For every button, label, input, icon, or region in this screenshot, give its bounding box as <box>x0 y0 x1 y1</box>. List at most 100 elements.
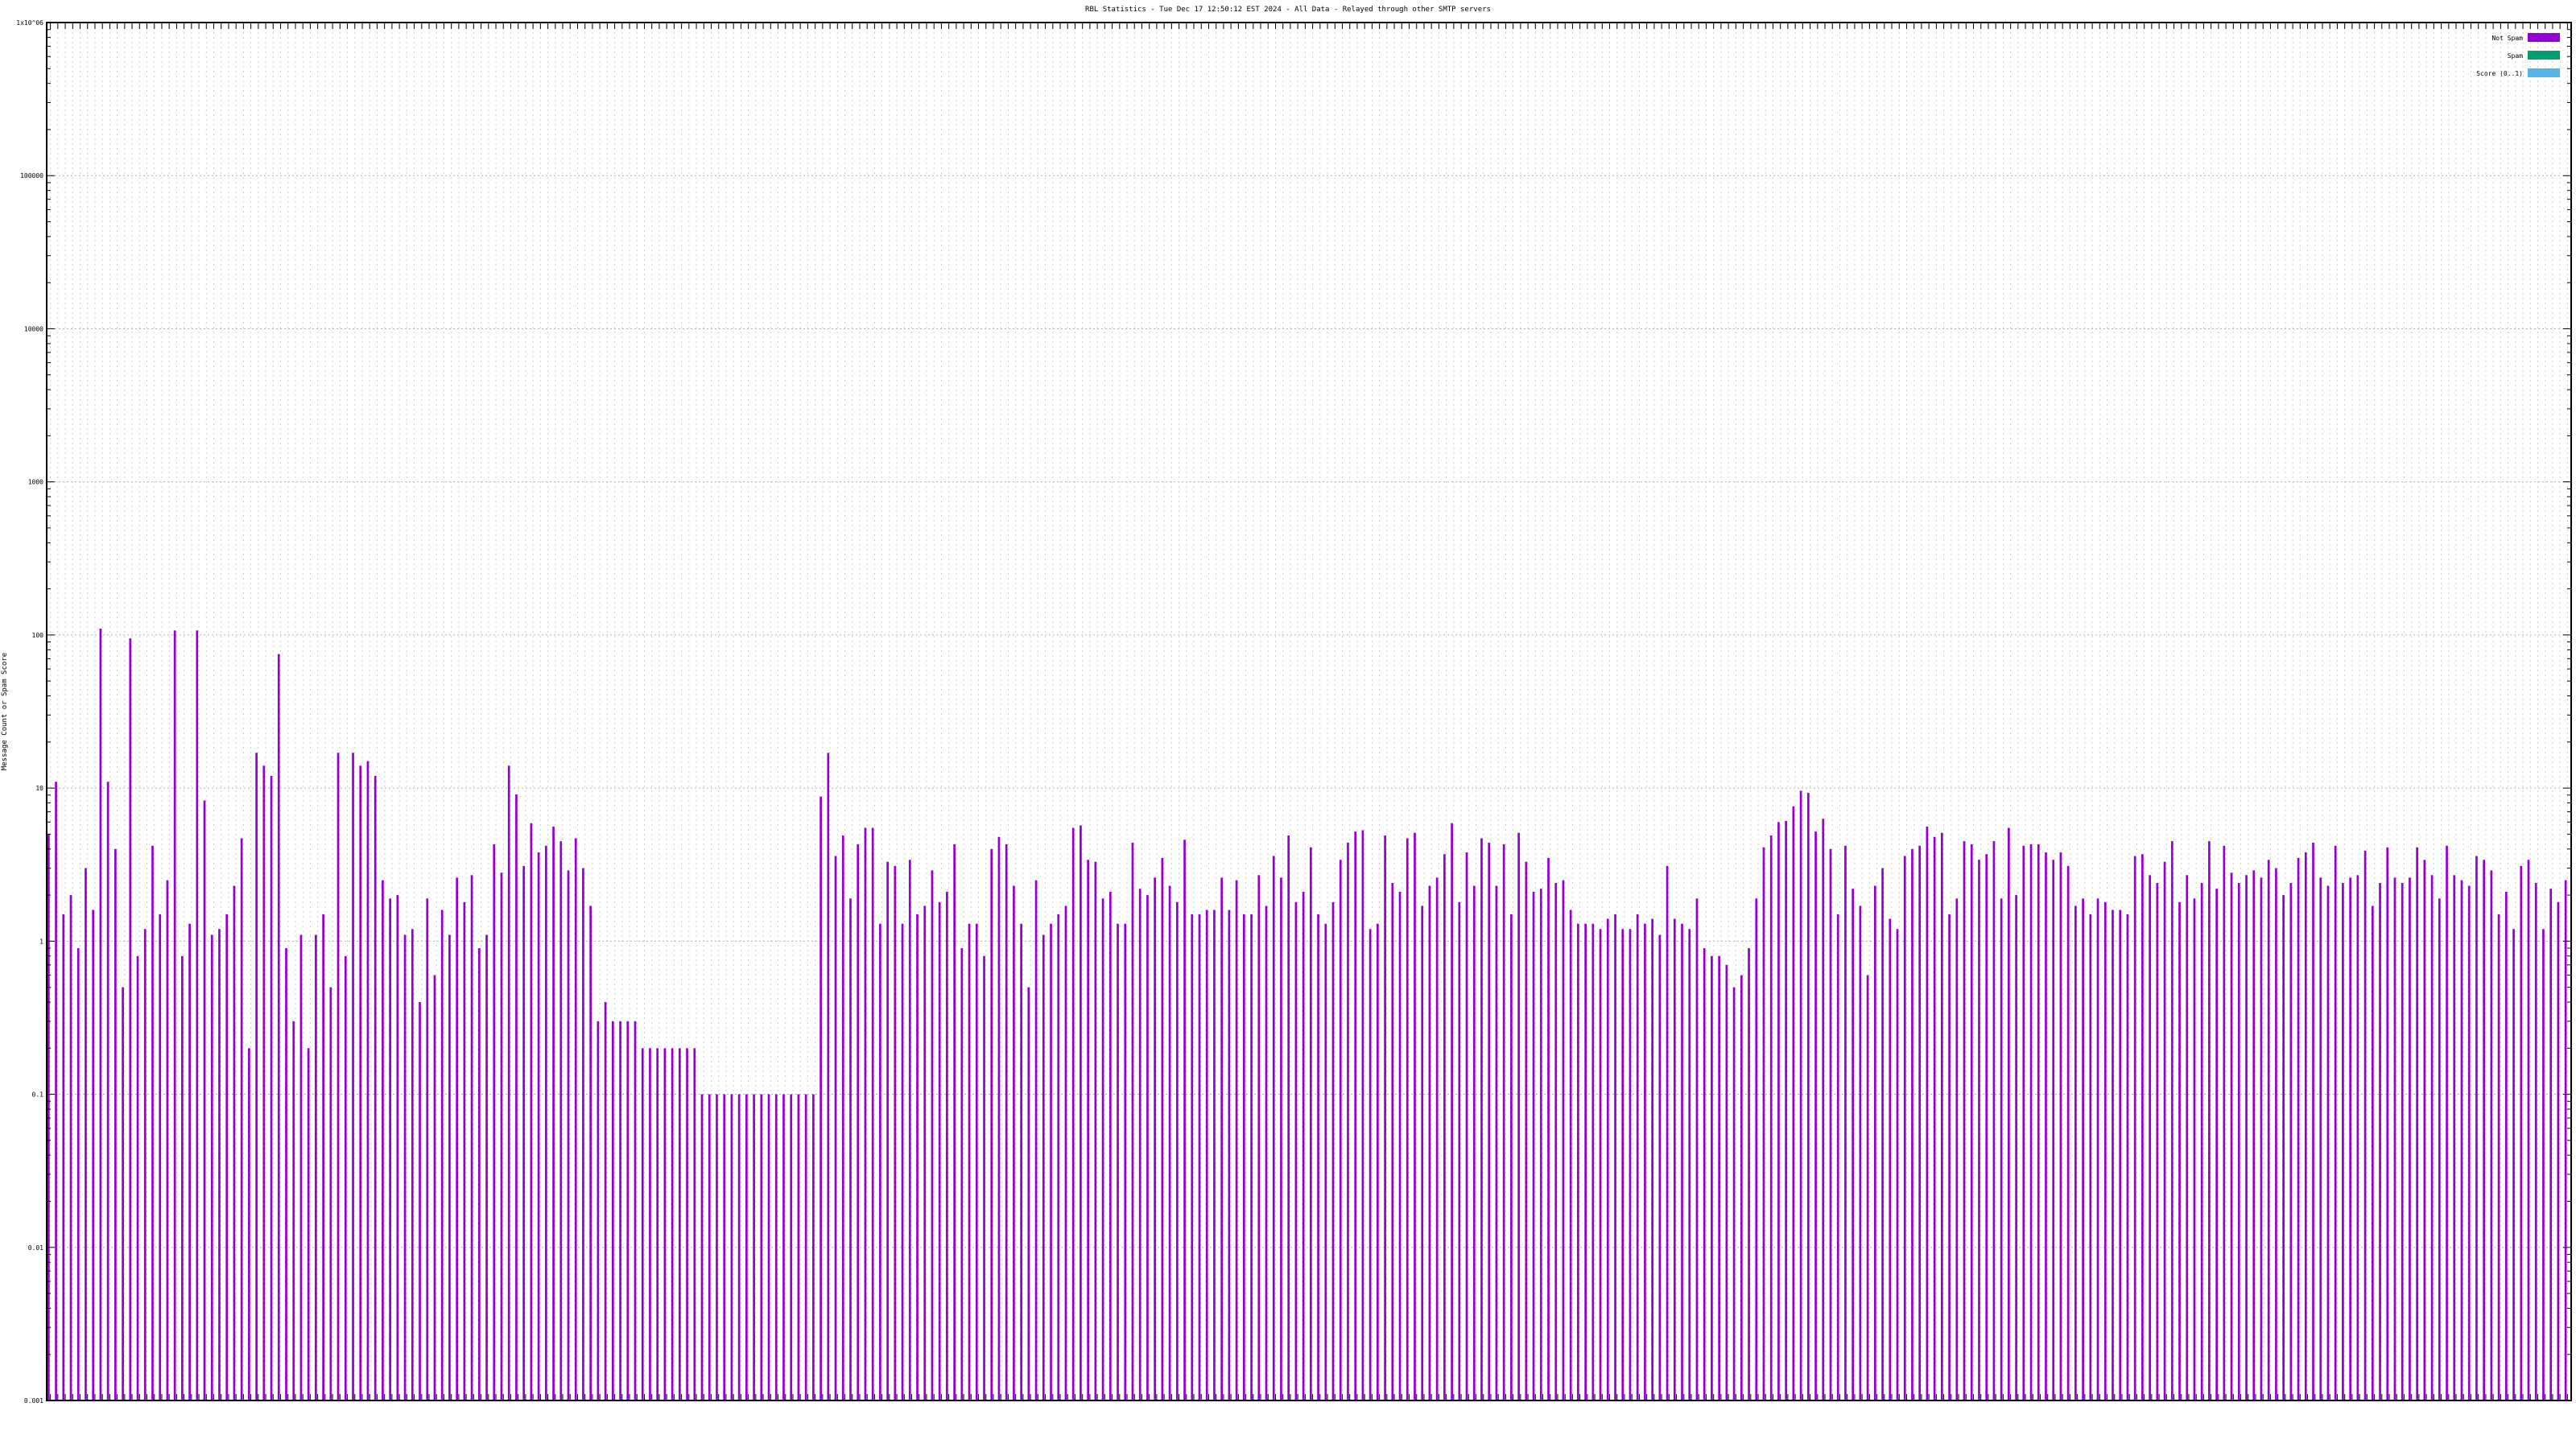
bar-not-spam <box>136 955 139 1400</box>
bar-not-spam <box>1873 885 1876 1400</box>
bar-not-spam <box>1488 842 1491 1400</box>
bar-not-spam <box>1124 923 1127 1400</box>
bar-not-spam <box>886 861 889 1400</box>
bar-not-spam <box>2534 883 2537 1400</box>
bar-not-spam <box>1688 929 1691 1400</box>
bar-not-spam <box>315 934 317 1400</box>
bar-not-spam <box>2401 883 2404 1400</box>
bar-not-spam <box>1963 841 1966 1400</box>
bar-not-spam <box>2223 845 2226 1400</box>
bar-not-spam <box>2363 850 2367 1400</box>
bar-not-spam <box>1718 955 1721 1400</box>
bar-not-spam <box>2215 889 2218 1400</box>
bar-not-spam <box>1777 822 1780 1400</box>
bar-not-spam <box>411 929 414 1400</box>
bar-not-spam <box>515 794 518 1400</box>
bar-not-spam <box>440 910 444 1400</box>
bar-not-spam <box>1101 898 1104 1400</box>
bar-not-spam <box>1198 914 1201 1400</box>
bar-not-spam <box>1836 914 1839 1400</box>
bar-not-spam <box>366 761 369 1400</box>
bar-not-spam <box>114 848 117 1400</box>
bar-not-spam <box>47 834 50 1400</box>
bar-not-spam <box>1651 918 1653 1400</box>
y-tick-label: 1000 <box>28 479 43 486</box>
bars <box>47 629 2567 1400</box>
bar-not-spam <box>2475 856 2478 1400</box>
y-axis-label: Message Count or Spam Score <box>1 653 9 770</box>
bar-not-spam <box>686 1048 688 1400</box>
bar-not-spam <box>2156 883 2159 1400</box>
y-tick-label: 100000 <box>20 172 43 179</box>
bar-not-spam <box>1822 819 1825 1400</box>
bar-not-spam <box>2237 883 2240 1400</box>
bar-not-spam <box>597 1021 600 1400</box>
bar-not-spam <box>1250 914 1253 1400</box>
bar-not-spam <box>1881 868 1884 1400</box>
bar-not-spam <box>1755 898 1758 1400</box>
bar-not-spam <box>522 865 526 1400</box>
bar-not-spam <box>997 836 1001 1400</box>
bar-not-spam <box>834 856 837 1400</box>
bar-not-spam <box>1889 918 1892 1400</box>
bar-not-spam <box>1324 923 1327 1400</box>
bar-not-spam <box>1532 892 1535 1400</box>
bar-not-spam <box>1391 883 1394 1400</box>
y-tick-label: 1x10^06 <box>16 19 43 27</box>
bar-not-spam <box>2467 885 2471 1400</box>
bar-not-spam <box>1577 923 1579 1400</box>
bar-not-spam <box>544 845 547 1400</box>
bar-not-spam <box>864 827 867 1400</box>
bar-not-spam <box>1547 857 1550 1400</box>
bar-not-spam <box>2163 861 2166 1400</box>
legend-swatch <box>2528 68 2560 77</box>
bar-not-spam <box>1985 854 1988 1400</box>
bar-not-spam <box>1621 929 1624 1400</box>
bar-not-spam <box>2490 870 2493 1400</box>
bar-not-spam <box>908 860 911 1400</box>
bar-not-spam <box>1992 841 1996 1400</box>
bar-not-spam <box>1398 892 1402 1400</box>
bar-not-spam <box>1769 835 1773 1400</box>
bar-not-spam <box>2282 895 2285 1400</box>
bar-not-spam <box>1584 923 1587 1400</box>
bar-not-spam <box>1480 838 1483 1400</box>
bar-not-spam <box>181 955 184 1400</box>
bar-not-spam <box>270 776 273 1400</box>
bar-not-spam <box>159 914 162 1400</box>
bar-not-spam <box>1859 905 1862 1400</box>
bar-not-spam <box>2200 883 2203 1400</box>
bar-not-spam <box>188 923 191 1400</box>
bar-not-spam <box>1005 844 1008 1400</box>
bar-not-spam <box>210 934 213 1400</box>
bar-not-spam <box>983 955 985 1400</box>
bar-not-spam <box>2564 880 2567 1400</box>
bar-not-spam <box>2319 877 2322 1400</box>
bar-not-spam <box>2275 868 2277 1400</box>
bar-not-spam <box>1213 910 1216 1400</box>
bar-not-spam <box>1732 987 1736 1400</box>
legend-label: Spam <box>2508 52 2523 60</box>
bar-not-spam <box>849 898 852 1400</box>
bar-not-spam <box>1666 865 1669 1400</box>
bar-not-spam <box>203 800 206 1400</box>
bar-not-spam <box>485 934 488 1400</box>
bar-not-spam <box>827 753 830 1400</box>
bar-not-spam <box>92 910 95 1400</box>
bar-not-spam <box>649 1048 651 1400</box>
bar-not-spam <box>2096 898 2099 1400</box>
bar-not-spam <box>656 1048 659 1400</box>
bar-not-spam <box>285 948 287 1400</box>
bar-not-spam <box>2082 898 2084 1400</box>
bar-not-spam <box>1220 877 1224 1400</box>
bar-not-spam <box>2022 845 2025 1400</box>
bar-not-spam <box>671 1048 674 1400</box>
bar-not-spam <box>1844 845 1847 1400</box>
bar-not-spam <box>1458 901 1461 1400</box>
bar-not-spam <box>1034 880 1038 1400</box>
bar-not-spam <box>1510 914 1513 1400</box>
bar-not-spam <box>1525 861 1528 1400</box>
bar-not-spam <box>1636 914 1639 1400</box>
bar-not-spam <box>2074 905 2077 1400</box>
bar-not-spam <box>106 782 109 1400</box>
